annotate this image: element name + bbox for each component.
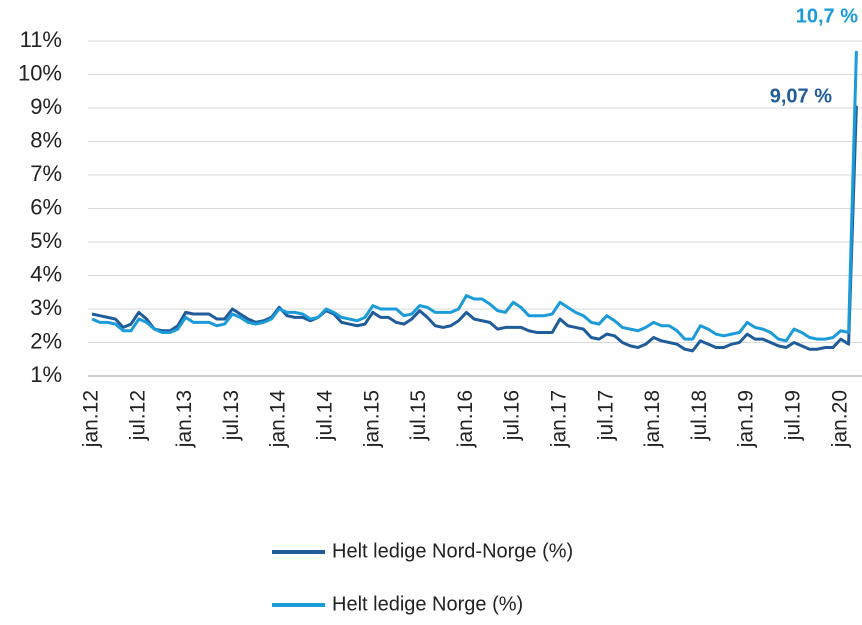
- x-tick-label: jul.17: [594, 390, 617, 441]
- y-tick-label: 3%: [30, 295, 62, 320]
- data-label: 9,07 %: [770, 85, 832, 107]
- x-tick-label: jan.20: [828, 390, 851, 448]
- x-tick-label: jul.19: [782, 390, 805, 441]
- y-tick-label: 6%: [30, 194, 62, 219]
- series-line: [91, 105, 858, 353]
- y-tick-label: 11%: [20, 27, 62, 52]
- y-tick-label: 8%: [30, 127, 62, 152]
- x-tick-label: jan.12: [80, 390, 103, 448]
- y-tick-label: 7%: [30, 161, 62, 186]
- x-tick-label: jan.19: [735, 390, 758, 448]
- x-tick-label: jul.14: [314, 390, 337, 442]
- series-line: [91, 51, 858, 343]
- x-tick-label: jan.14: [267, 390, 290, 449]
- x-tick-label: jan.18: [641, 390, 664, 448]
- y-tick-label: 5%: [30, 228, 62, 253]
- y-tick-label: 1%: [30, 362, 62, 387]
- x-tick-label: jul.13: [220, 390, 243, 441]
- x-tick-label: jul.15: [407, 390, 430, 441]
- x-tick-label: jul.16: [501, 390, 524, 441]
- x-tick-label: jul.12: [126, 390, 149, 441]
- x-tick-label: jan.15: [360, 390, 383, 448]
- x-tick-label: jan.16: [454, 390, 477, 448]
- y-tick-label: 9%: [30, 94, 62, 119]
- legend-label: Helt ledige Norge (%): [332, 593, 523, 615]
- x-tick-label: jan.13: [173, 390, 196, 448]
- legend-label: Helt ledige Nord-Norge (%): [332, 540, 573, 562]
- y-tick-label: 2%: [30, 328, 62, 353]
- y-tick-label: 10%: [18, 60, 62, 85]
- y-tick-label: 4%: [30, 261, 62, 286]
- x-tick-label: jul.18: [688, 390, 711, 441]
- data-label: 10,7 %: [796, 5, 858, 27]
- x-tick-label: jan.17: [548, 390, 571, 448]
